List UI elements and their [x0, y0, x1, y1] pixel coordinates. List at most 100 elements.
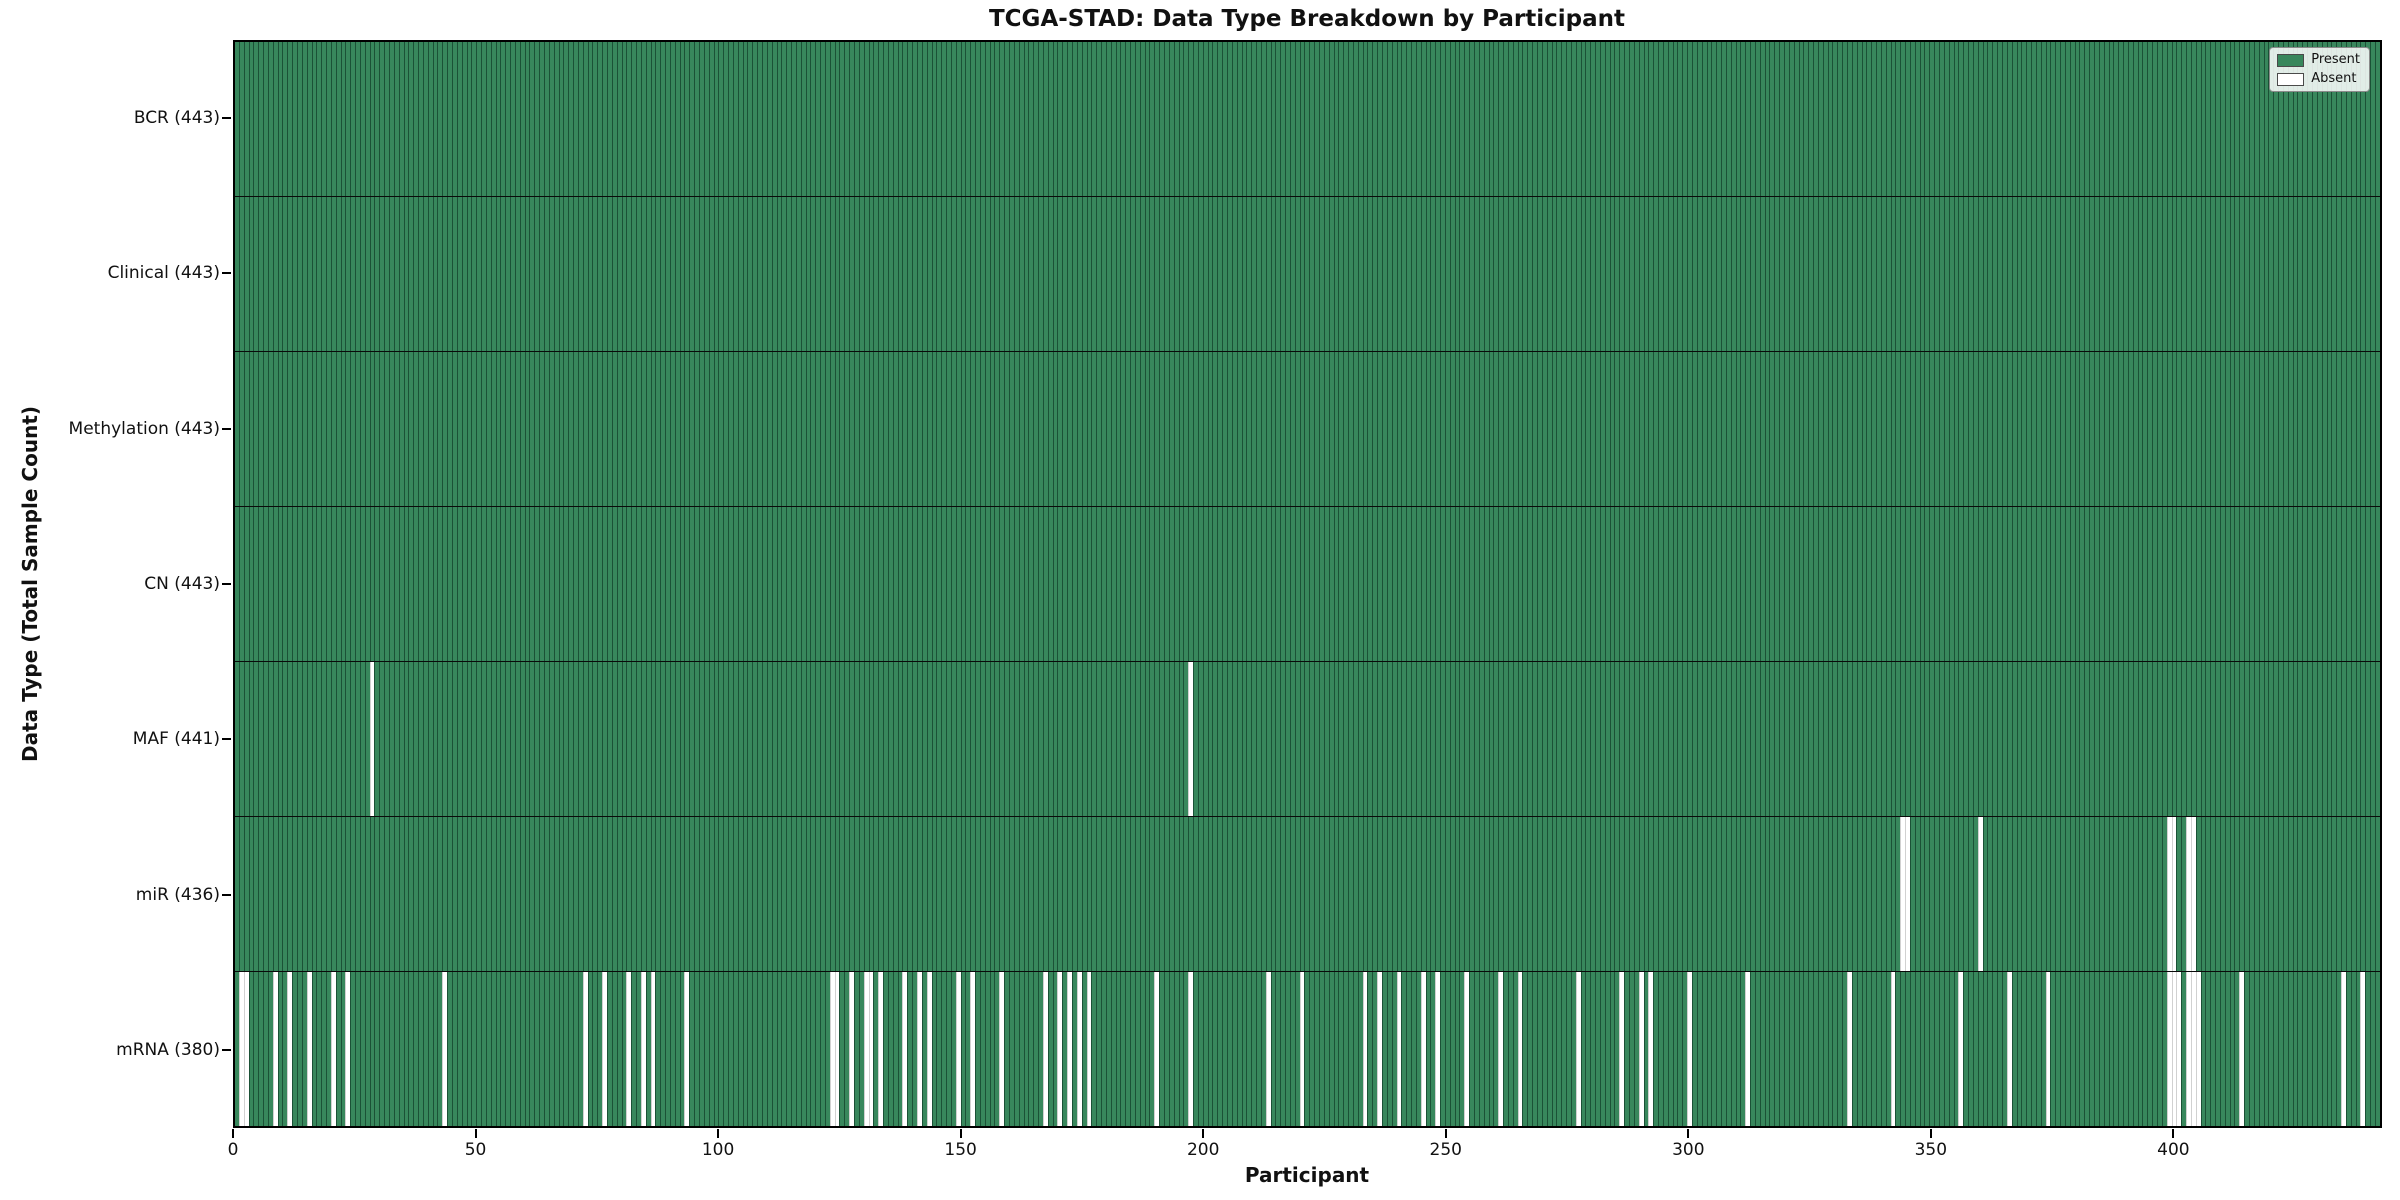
- participant-cell: [1566, 507, 1571, 661]
- participant-cell: [616, 972, 622, 1126]
- participant-cell: [568, 42, 574, 196]
- participant-cell: [287, 352, 293, 506]
- participant-cell: [1299, 197, 1305, 351]
- participant-cell: [1793, 662, 1799, 816]
- participant-cell: [476, 507, 482, 661]
- participant-cell: [689, 817, 695, 971]
- participant-cell: [1517, 817, 1523, 971]
- participant-cell: [718, 662, 724, 816]
- participant-cell: [1207, 42, 1213, 196]
- participant-cell: [626, 817, 632, 971]
- participant-cell: [2069, 352, 2075, 506]
- participant-cell: [563, 352, 569, 506]
- participant-cell: [2001, 817, 2007, 971]
- participant-cell: [1086, 42, 1092, 196]
- participant-cell: [1507, 42, 1513, 196]
- participant-cell: [1134, 352, 1140, 506]
- participant-cell: [1604, 817, 1610, 971]
- participant-cell: [1580, 972, 1586, 1126]
- participant-cell: [1885, 42, 1891, 196]
- participant-cell: [1551, 197, 1557, 351]
- participant-cell: [558, 352, 564, 506]
- participant-cell: [1740, 42, 1746, 196]
- participant-cell: [1832, 197, 1838, 351]
- participant-cell: [941, 42, 947, 196]
- participant-cell: [514, 662, 520, 816]
- participant-cell: [1498, 352, 1504, 506]
- participant-cell: [2161, 972, 2167, 1126]
- participant-cell: [1319, 972, 1324, 1126]
- participant-cell: [2205, 972, 2211, 1126]
- participant-cell: [282, 352, 288, 506]
- participant-cell: [587, 197, 593, 351]
- participant-cell: [805, 662, 811, 816]
- participant-cell: [2021, 352, 2027, 506]
- participant-cell: [800, 42, 806, 196]
- participant-cell: [761, 352, 767, 506]
- participant-cell: [621, 972, 627, 1126]
- participant-cell: [418, 662, 423, 816]
- participant-cell: [1289, 197, 1295, 351]
- participant-cell: [2026, 352, 2032, 506]
- participant-cell: [1028, 817, 1034, 971]
- participant-cell: [1503, 507, 1508, 661]
- participant-cell: [999, 42, 1005, 196]
- participant-cell: [873, 507, 879, 661]
- participant-cell: [2360, 352, 2366, 506]
- participant-cell: [1449, 817, 1455, 971]
- participant-cell: [660, 662, 666, 816]
- participant-cell: [926, 817, 932, 971]
- participant-cell: [1784, 662, 1789, 816]
- participant-cell: [1919, 352, 1925, 506]
- participant-cell: [1963, 972, 1969, 1126]
- participant-cell: [1401, 197, 1407, 351]
- participant-cell: [1352, 42, 1358, 196]
- participant-cell: [1362, 817, 1368, 971]
- participant-cell: [2094, 197, 2099, 351]
- participant-cell: [2190, 197, 2196, 351]
- participant-cell: [1822, 352, 1828, 506]
- participant-cell: [1876, 42, 1881, 196]
- participant-cell: [965, 197, 971, 351]
- participant-cell: [674, 817, 680, 971]
- participant-cell: [713, 507, 719, 661]
- participant-cell: [1115, 972, 1121, 1126]
- participant-cell: [1624, 352, 1629, 506]
- participant-cell: [636, 352, 641, 506]
- participant-cell: [1769, 662, 1775, 816]
- participant-cell: [413, 817, 419, 971]
- participant-cell: [703, 507, 709, 661]
- participant-cell: [539, 197, 544, 351]
- participant-cell: [684, 817, 690, 971]
- participant-cell: [878, 352, 884, 506]
- participant-cell: [2094, 352, 2099, 506]
- participant-cell: [1396, 817, 1402, 971]
- participant-cell: [408, 817, 414, 971]
- participant-cell: [369, 972, 375, 1126]
- y-tick-label-Clinical: Clinical (443): [107, 263, 220, 284]
- participant-cell: [529, 817, 535, 971]
- participant-cell: [1527, 662, 1533, 816]
- participant-cell: [645, 197, 651, 351]
- participant-cell: [1304, 352, 1310, 506]
- participant-cell: [1115, 352, 1121, 506]
- participant-cell: [1939, 42, 1944, 196]
- participant-cell: [235, 507, 239, 661]
- participant-cell: [1546, 42, 1552, 196]
- participant-cell: [2040, 972, 2046, 1126]
- participant-cell: [582, 662, 588, 816]
- participant-cell: [481, 42, 486, 196]
- participant-cell: [960, 662, 966, 816]
- participant-cell: [1997, 197, 2002, 351]
- participant-cell: [950, 352, 956, 506]
- participant-cell: [1522, 352, 1528, 506]
- participant-cell: [834, 507, 840, 661]
- participant-cell: [592, 352, 598, 506]
- participant-cell: [1977, 42, 1983, 196]
- participant-cell: [1590, 507, 1596, 661]
- participant-cell: [548, 972, 554, 1126]
- participant-cell: [326, 972, 331, 1126]
- participant-cell: [1711, 352, 1717, 506]
- participant-cell: [1813, 817, 1818, 971]
- participant-cell: [795, 352, 801, 506]
